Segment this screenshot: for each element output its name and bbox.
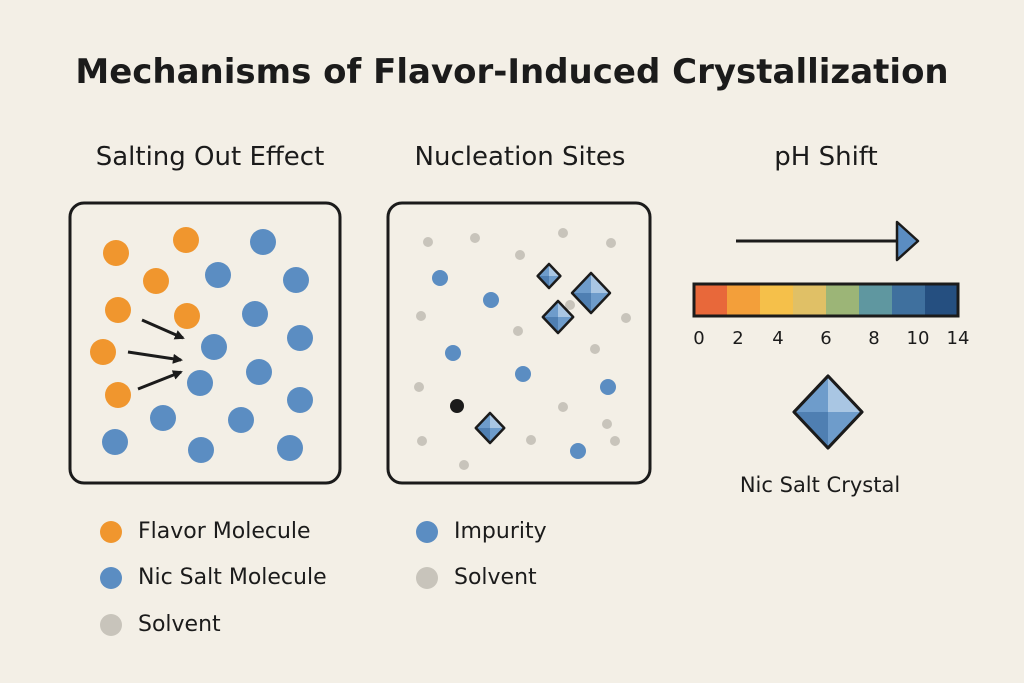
nic-salt-molecule [150,405,176,431]
legend-solvent2-label: Solvent [454,565,537,590]
nucleation-panel [386,201,652,485]
impurity-dot [483,292,499,308]
solvent-dot [558,228,568,238]
solvent-dot [602,419,612,429]
legend-nicsalt-label: Nic Salt Molecule [138,565,327,590]
ph-scale-segment [727,284,761,316]
ph-tick-14: 14 [946,328,970,349]
nucleation-crystal [536,262,562,290]
ph-tick-10: 10 [906,328,930,349]
panel-title-salting-out: Salting Out Effect [95,142,325,172]
impurity-dot [432,270,448,286]
arrow-1 [141,318,185,340]
solvent-dot [513,326,523,336]
nic-salt-molecule [205,262,231,288]
legend-solvent-dot [100,614,122,636]
nucleation-crystal [570,271,612,315]
ph-scale-segment [760,284,794,316]
ph-tick-0: 0 [693,328,705,349]
salting-out-box [68,201,342,485]
solvent-dot [590,344,600,354]
nic-salt-molecule [188,437,214,463]
nic-salt-molecule [201,334,227,360]
solvent-dot [621,313,631,323]
nic-salt-molecule [287,325,313,351]
solvent-dot [606,238,616,248]
nic-salt-molecule [102,429,128,455]
ph-tick-8: 8 [868,328,880,349]
impurity-dot [600,379,616,395]
ph-arrow-head [895,220,920,262]
ph-scale-segment [793,284,827,316]
legend-flavor-dot [100,521,122,543]
legend-impurity-dot [416,521,438,543]
legend-solvent2-dot [416,567,438,589]
flavor-molecule [143,268,169,294]
nic-salt-molecule [277,435,303,461]
nic-salt-molecule [228,407,254,433]
flavor-molecule [105,382,131,408]
impurity-dot [515,366,531,382]
ph-scale-segment [892,284,926,316]
legend-flavor-label: Flavor Molecule [138,519,311,544]
ph-scale-segment [925,284,959,316]
nic-salt-molecule [283,267,309,293]
ph-tick-6: 6 [820,328,832,349]
arrow-2 [127,350,183,364]
solvent-dot [565,300,575,310]
nucleation-crystal [474,411,506,445]
ph-panel [692,220,960,450]
nucleation-crystal [541,299,575,335]
panel-title-nucleation: Nucleation Sites [414,142,626,172]
solvent-dot [417,436,427,446]
ph-tick-4: 4 [772,328,784,349]
solvent-dot [558,402,568,412]
arrow-3 [137,370,183,391]
impurity-dot [445,345,461,361]
solvent-dot [470,233,480,243]
solvent-dot [416,311,426,321]
nucleation-box [386,201,652,485]
ph-scale-border [692,282,960,318]
flavor-molecule [103,240,129,266]
solvent-dot [610,436,620,446]
flavor-molecule [90,339,116,365]
impurity-dot [570,443,586,459]
legend-solvent-label: Solvent [138,612,221,637]
panel-title-ph-shift: pH Shift [774,142,878,172]
solvent-dot [459,460,469,470]
nic-salt-molecule [242,301,268,327]
salting-out-panel [68,201,342,485]
nic-salt-molecule [250,229,276,255]
ph-tick-2: 2 [732,328,744,349]
nic-salt-crystal-label: Nic Salt Crystal [739,473,901,497]
nucleation-dots [414,228,631,470]
solvent-dot [526,435,536,445]
nic-salt-molecule [287,387,313,413]
ph-scale-segment [694,284,728,316]
salting-out-molecules [90,227,313,463]
nic-salt-molecule [246,359,272,385]
ph-scale-segment [826,284,860,316]
nucleation-crystals [474,262,612,445]
nucleation-seed-dot [450,399,464,413]
ph-scale-segment [859,284,893,316]
solvent-dot [515,250,525,260]
legend-nicsalt-dot [100,567,122,589]
legend-impurity-label: Impurity [454,519,547,544]
flavor-molecule [173,227,199,253]
nic-salt-crystal-icon [792,374,864,450]
solvent-dot [414,382,424,392]
solvent-dot [423,237,433,247]
nic-salt-molecule [187,370,213,396]
flavor-molecule [174,303,200,329]
flavor-molecule [105,297,131,323]
page-title: Mechanisms of Flavor-Induced Crystalliza… [75,52,949,92]
ph-scale [692,282,960,318]
